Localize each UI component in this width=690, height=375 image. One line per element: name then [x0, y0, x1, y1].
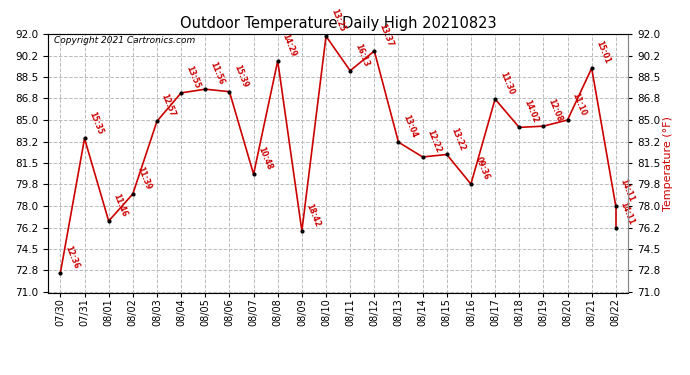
Text: 12:57: 12:57: [160, 93, 177, 118]
Text: 09:36: 09:36: [474, 156, 491, 181]
Text: 12:22: 12:22: [426, 129, 443, 154]
Text: 14:11: 14:11: [619, 178, 636, 204]
Text: 11:10: 11:10: [571, 92, 588, 117]
Title: Outdoor Temperature Daily High 20210823: Outdoor Temperature Daily High 20210823: [180, 16, 496, 31]
Text: 18:42: 18:42: [305, 202, 322, 228]
Text: 13:25: 13:25: [329, 8, 346, 33]
Text: 15:39: 15:39: [233, 63, 250, 89]
Text: 15:01: 15:01: [595, 40, 612, 66]
Text: 11:56: 11:56: [208, 61, 226, 86]
Text: 14:02: 14:02: [522, 99, 540, 124]
Text: 14:11: 14:11: [619, 200, 636, 226]
Text: 13:55: 13:55: [184, 64, 201, 90]
Text: 11:30: 11:30: [498, 70, 515, 96]
Text: 10:48: 10:48: [257, 146, 274, 171]
Text: 11:46: 11:46: [112, 192, 129, 218]
Text: 16:13: 16:13: [353, 42, 371, 68]
Text: 14:29: 14:29: [281, 32, 298, 58]
Text: 12:08: 12:08: [546, 98, 564, 123]
Text: 13:04: 13:04: [402, 114, 419, 140]
Text: 11:39: 11:39: [136, 165, 153, 191]
Text: 12:36: 12:36: [63, 244, 81, 270]
Text: 13:37: 13:37: [377, 22, 395, 48]
Y-axis label: Temperature (°F): Temperature (°F): [663, 116, 673, 211]
Text: 15:35: 15:35: [88, 110, 105, 136]
Text: Copyright 2021 Cartronics.com: Copyright 2021 Cartronics.com: [54, 36, 195, 45]
Text: 13:22: 13:22: [450, 126, 467, 152]
